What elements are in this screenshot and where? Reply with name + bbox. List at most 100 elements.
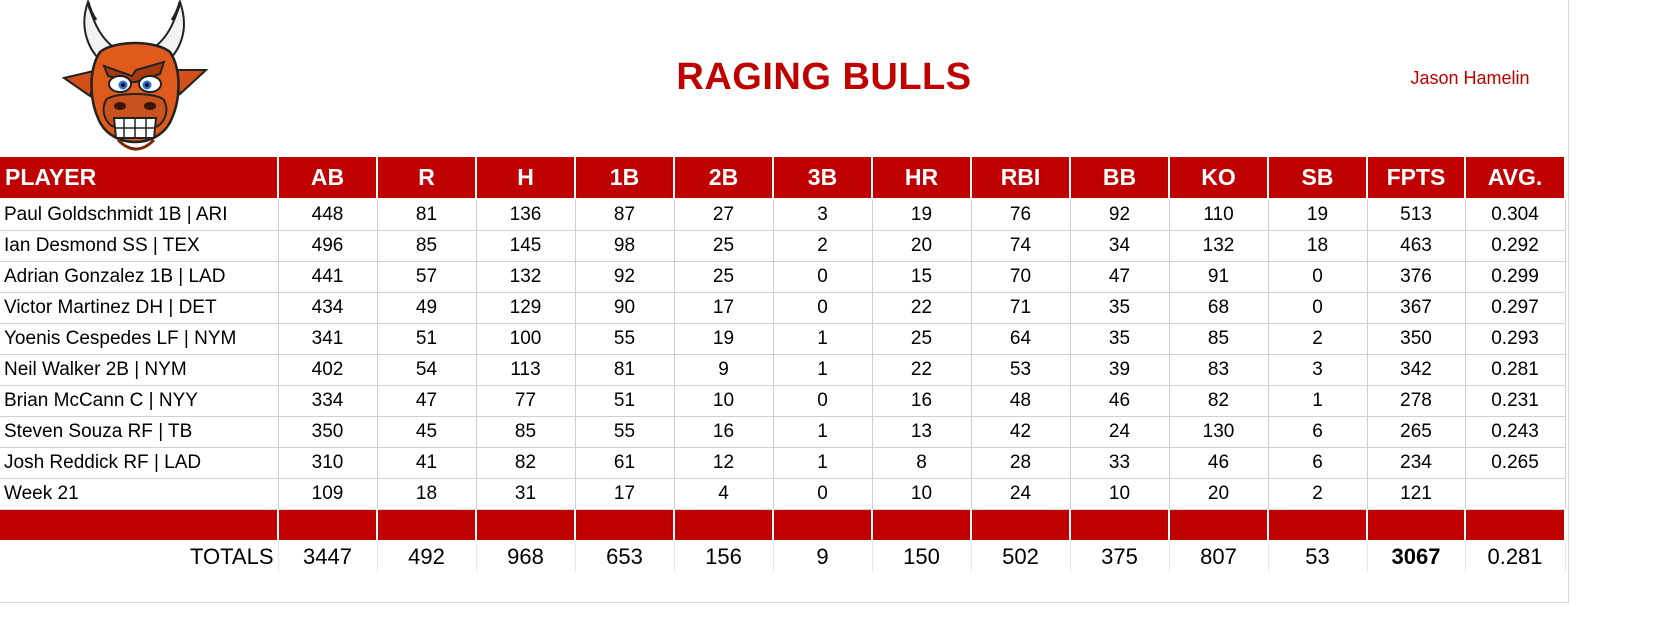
stat-cell: 91 — [1169, 261, 1269, 293]
totals-cell: 968 — [476, 541, 576, 572]
stat-cell: 132 — [1169, 230, 1269, 262]
column-header-bb: BB — [1070, 157, 1170, 200]
stat-cell: 15 — [872, 261, 972, 293]
spacer-cell — [1367, 509, 1466, 542]
stat-cell: 2 — [773, 230, 873, 262]
stat-cell: 10 — [872, 478, 972, 510]
stat-cell: 24 — [1070, 416, 1170, 448]
stat-cell: 0.265 — [1465, 447, 1566, 479]
stat-cell: 55 — [575, 416, 675, 448]
totals-cell: 150 — [872, 541, 972, 572]
stat-cell: 0.293 — [1465, 323, 1566, 355]
stat-cell: 85 — [476, 416, 576, 448]
stat-cell: 68 — [1169, 292, 1269, 324]
spacer-cell — [971, 509, 1071, 542]
stat-cell: 350 — [1367, 323, 1466, 355]
stat-cell: 145 — [476, 230, 576, 262]
stat-cell: 1 — [773, 416, 873, 448]
column-header-hr: HR — [872, 157, 972, 200]
stat-cell: 31 — [476, 478, 576, 510]
column-header-h: H — [476, 157, 576, 200]
stat-cell — [1465, 478, 1566, 510]
stat-cell: 39 — [1070, 354, 1170, 386]
column-header-rbi: RBI — [971, 157, 1071, 200]
stat-cell: 448 — [278, 199, 378, 231]
stat-cell: 19 — [872, 199, 972, 231]
stat-cell: 82 — [476, 447, 576, 479]
table-row: Victor Martinez DH | DET 434 49 129 90 17 0 22 7… — [0, 292, 1566, 324]
stat-cell: 9 — [674, 354, 774, 386]
totals-cell: 156 — [674, 541, 774, 572]
stat-cell: 265 — [1367, 416, 1466, 448]
stat-cell: 90 — [575, 292, 675, 324]
stat-cell: 20 — [872, 230, 972, 262]
spacer-cell — [674, 509, 774, 542]
stat-cell: 341 — [278, 323, 378, 355]
team-name: RAGING BULLS — [676, 56, 972, 98]
stat-cell: 17 — [674, 292, 774, 324]
stat-cell: 25 — [674, 261, 774, 293]
stat-cell: 113 — [476, 354, 576, 386]
stat-cell: 76 — [971, 199, 1071, 231]
stat-cell: 0.231 — [1465, 385, 1566, 417]
totals-label: TOTALS — [0, 541, 279, 572]
stat-cell: 0 — [773, 478, 873, 510]
spacer-cell — [773, 509, 873, 542]
column-header-player: PLAYER — [0, 157, 279, 200]
stat-cell: 0.304 — [1465, 199, 1566, 231]
stat-cell: 463 — [1367, 230, 1466, 262]
stat-cell: 10 — [1070, 478, 1170, 510]
totals-cell: 807 — [1169, 541, 1269, 572]
stat-cell: 27 — [674, 199, 774, 231]
stat-cell: 16 — [872, 385, 972, 417]
stat-cell: 6 — [1268, 447, 1368, 479]
player-rows: Paul Goldschmidt 1B | ARI 448 81 136 87 27 3 19… — [0, 199, 1566, 572]
stat-cell: 0.243 — [1465, 416, 1566, 448]
stat-cell: 87 — [575, 199, 675, 231]
stat-cell: 61 — [575, 447, 675, 479]
totals-cell: 0.281 — [1465, 541, 1566, 572]
stat-cell: 109 — [278, 478, 378, 510]
stat-cell: 136 — [476, 199, 576, 231]
player-name-cell: Ian Desmond SS | TEX — [0, 230, 279, 262]
stat-cell: 513 — [1367, 199, 1466, 231]
stat-cell: 1 — [773, 323, 873, 355]
stat-cell: 130 — [1169, 416, 1269, 448]
stat-cell: 28 — [971, 447, 1071, 479]
stat-cell: 54 — [377, 354, 477, 386]
stat-cell: 16 — [674, 416, 774, 448]
stat-cell: 20 — [1169, 478, 1269, 510]
totals-cell: 492 — [377, 541, 477, 572]
spacer-cell — [377, 509, 477, 542]
stat-cell: 110 — [1169, 199, 1269, 231]
stat-cell: 434 — [278, 292, 378, 324]
totals-cell: 3447 — [278, 541, 378, 572]
stat-cell: 33 — [1070, 447, 1170, 479]
column-header-avg: AVG. — [1465, 157, 1566, 200]
stat-cell: 402 — [278, 354, 378, 386]
stat-cell: 77 — [476, 385, 576, 417]
stat-cell: 2 — [1268, 478, 1368, 510]
player-name-cell: Neil Walker 2B | NYM — [0, 354, 279, 386]
column-header-ab: AB — [278, 157, 378, 200]
stat-cell: 132 — [476, 261, 576, 293]
stat-cell: 278 — [1367, 385, 1466, 417]
stat-cell: 0 — [1268, 292, 1368, 324]
owner-name: Jason Hamelin — [1410, 68, 1530, 88]
stat-cell: 376 — [1367, 261, 1466, 293]
stat-cell: 64 — [971, 323, 1071, 355]
totals-cell: 653 — [575, 541, 675, 572]
stat-cell: 51 — [575, 385, 675, 417]
stat-cell: 0 — [773, 261, 873, 293]
table-row: Adrian Gonzalez 1B | LAD 441 57 132 92 25 0 15 7… — [0, 261, 1566, 293]
stat-cell: 57 — [377, 261, 477, 293]
stat-cell: 85 — [1169, 323, 1269, 355]
spacer-cell — [476, 509, 576, 542]
stat-cell: 47 — [1070, 261, 1170, 293]
column-header-1b: 1B — [575, 157, 675, 200]
totals-cell: 375 — [1070, 541, 1170, 572]
stat-cell: 334 — [278, 385, 378, 417]
stat-cell: 121 — [1367, 478, 1466, 510]
stat-cell: 100 — [476, 323, 576, 355]
stat-cell: 49 — [377, 292, 477, 324]
